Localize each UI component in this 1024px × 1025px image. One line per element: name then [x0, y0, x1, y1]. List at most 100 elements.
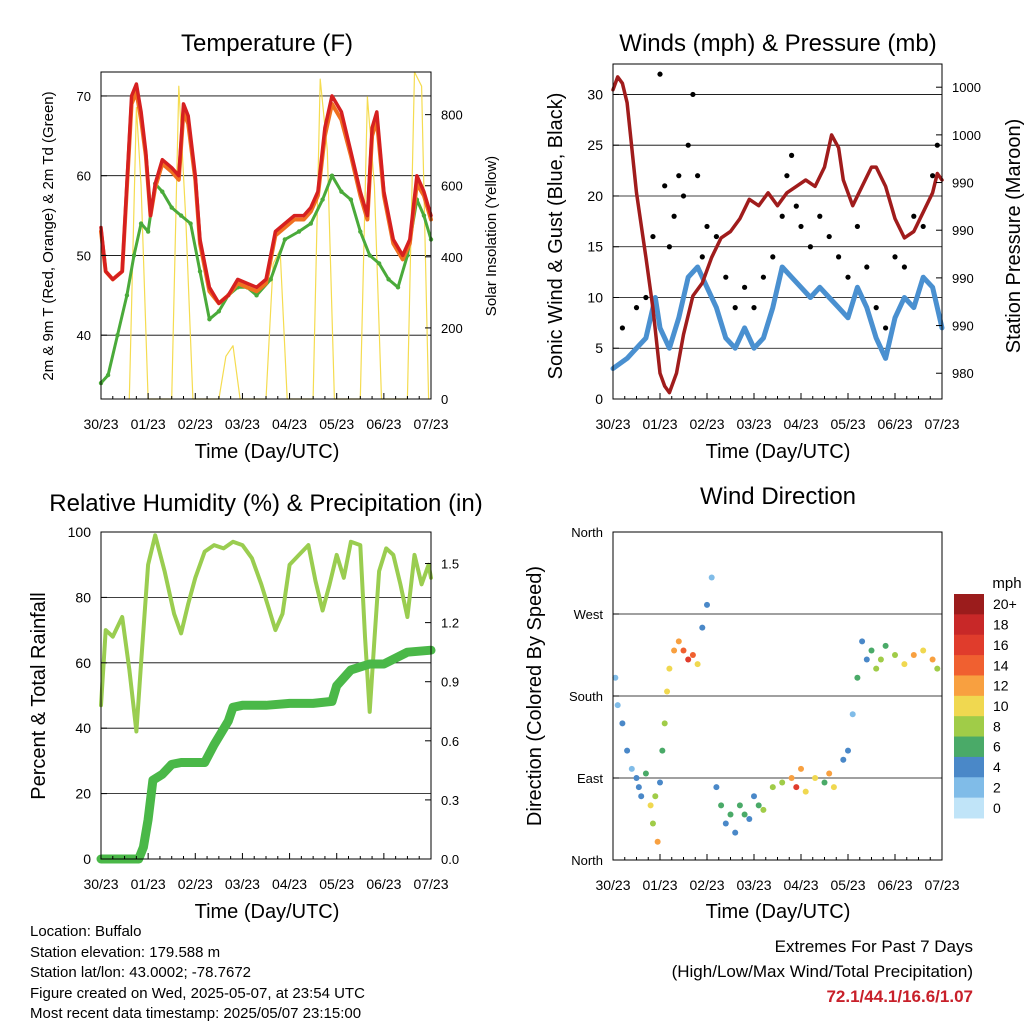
humidity-line	[99, 533, 433, 734]
direction-point	[920, 647, 927, 654]
humidity-ylabel-left: Percent & Total Rainfall	[28, 592, 50, 800]
y-tick-label-left: 80	[75, 589, 91, 605]
dewpoint-point	[145, 229, 151, 234]
y-tick-label-left: North	[571, 853, 603, 868]
legend-label: 16	[993, 637, 1009, 653]
winds-plot-frame	[612, 63, 943, 400]
y-tick-label-left: 40	[75, 720, 91, 736]
dewpoint-point	[268, 277, 273, 282]
direction-point	[671, 647, 678, 654]
y-tick-label-right: 200	[441, 321, 463, 336]
gust-point	[798, 223, 804, 230]
extremes-box: Extremes For Past 7 Days (High/Low/Max W…	[672, 934, 973, 1009]
direction-point	[751, 793, 757, 800]
x-tick-label: 07/23	[413, 876, 448, 892]
gust-point	[619, 325, 626, 331]
gust-point	[732, 305, 738, 311]
x-tick-label: 06/23	[877, 877, 912, 893]
gust-point	[864, 264, 870, 270]
temperature-xlabel: Time (Day/UTC)	[195, 441, 340, 463]
x-tick-label: 03/23	[225, 876, 260, 892]
x-tick-label: 07/23	[413, 416, 448, 432]
direction-point	[652, 793, 659, 800]
y-tick-label-left: 100	[68, 524, 92, 540]
y-tick-label-right: 0	[441, 392, 448, 407]
direction-point	[821, 779, 828, 786]
direction-point	[624, 747, 631, 754]
direction-point	[854, 674, 861, 681]
gust-point	[826, 233, 832, 240]
gust-point	[685, 142, 691, 148]
gust-point	[930, 173, 936, 179]
temperature-plot-frame	[100, 71, 432, 400]
direction-point	[708, 574, 715, 581]
gust-point	[633, 305, 640, 311]
humidity-series	[96, 533, 436, 864]
gust-point	[676, 173, 682, 179]
x-tick-label: 07/23	[924, 416, 959, 432]
direction-point	[635, 784, 642, 791]
pressure-line	[611, 75, 944, 395]
direction-point	[812, 775, 819, 781]
x-tick-label: 02/23	[689, 416, 724, 432]
x-tick-label: 04/23	[272, 876, 307, 892]
y-tick-label-right: 1.5	[441, 557, 459, 572]
direction-point	[642, 770, 649, 777]
direction-point	[675, 638, 682, 645]
station-info: Location: Buffalo Station elevation: 179…	[30, 922, 365, 1025]
dewpoint-point	[105, 372, 111, 378]
precipitation-line	[96, 645, 436, 864]
y-tick-label-left: 60	[77, 169, 91, 184]
gust-point	[657, 71, 663, 77]
x-tick-label: 05/23	[830, 877, 865, 893]
legend-swatch	[954, 614, 984, 636]
direction-point	[849, 711, 856, 718]
direction-point	[628, 765, 635, 772]
winds-xlabel: Time (Day/UTC)	[706, 441, 851, 463]
x-tick-label: 03/23	[225, 416, 260, 432]
direction-point	[638, 793, 645, 800]
x-tick-label: 01/23	[642, 877, 677, 893]
dewpoint-point	[216, 309, 222, 314]
direction-point	[654, 838, 661, 845]
dewpoint-point	[178, 213, 184, 218]
y-tick-label-left: 50	[77, 248, 91, 263]
dewpoint-point	[282, 237, 288, 242]
y-tick-label-left: West	[574, 607, 604, 622]
x-tick-label: 03/23	[736, 877, 771, 893]
direction-point	[760, 806, 767, 813]
y-tick-label-right: 1000	[952, 128, 981, 143]
y-tick-label-left: 0	[595, 391, 603, 407]
y-tick-label-left: 20	[587, 188, 603, 204]
direction-point	[793, 784, 800, 791]
direction-point	[736, 802, 743, 809]
direction-ticks: North East South West North 30/23 01/23 02/23 03…	[569, 525, 960, 893]
winds-ylabel-left: Sonic Wind & Gust (Blue, Black)	[545, 93, 567, 380]
gust-point	[793, 203, 799, 209]
direction-point	[863, 656, 870, 663]
direction-point	[845, 747, 851, 754]
legend-label: 0	[993, 800, 1001, 816]
dewpoint-point	[169, 205, 174, 210]
legend-label: 12	[993, 678, 1009, 694]
humidity-xlabel: Time (Day/UTC)	[195, 901, 340, 923]
dewpoint-point	[339, 189, 344, 194]
y-tick-label-right: 600	[441, 179, 463, 194]
gust-point	[704, 223, 710, 230]
x-tick-label: 01/23	[131, 416, 166, 432]
x-tick-label: 01/23	[131, 876, 166, 892]
legend-swatch	[954, 655, 984, 676]
x-tick-label: 02/23	[178, 416, 213, 432]
extremes-title: Extremes For Past 7 Days	[774, 937, 973, 956]
y-tick-label-left: 15	[587, 239, 603, 255]
legend-swatch	[954, 594, 984, 615]
x-tick-label: 03/23	[736, 416, 771, 432]
direction-point	[882, 642, 889, 649]
x-tick-label: 07/23	[924, 877, 959, 893]
temperature-ticks: 40 50 60 70 0 200 400 600 800 30/23 01/23 02/23 03/2…	[77, 89, 463, 432]
gust-point	[873, 305, 879, 311]
direction-point	[877, 656, 884, 663]
direction-point	[633, 775, 640, 781]
legend-swatch	[954, 736, 984, 758]
